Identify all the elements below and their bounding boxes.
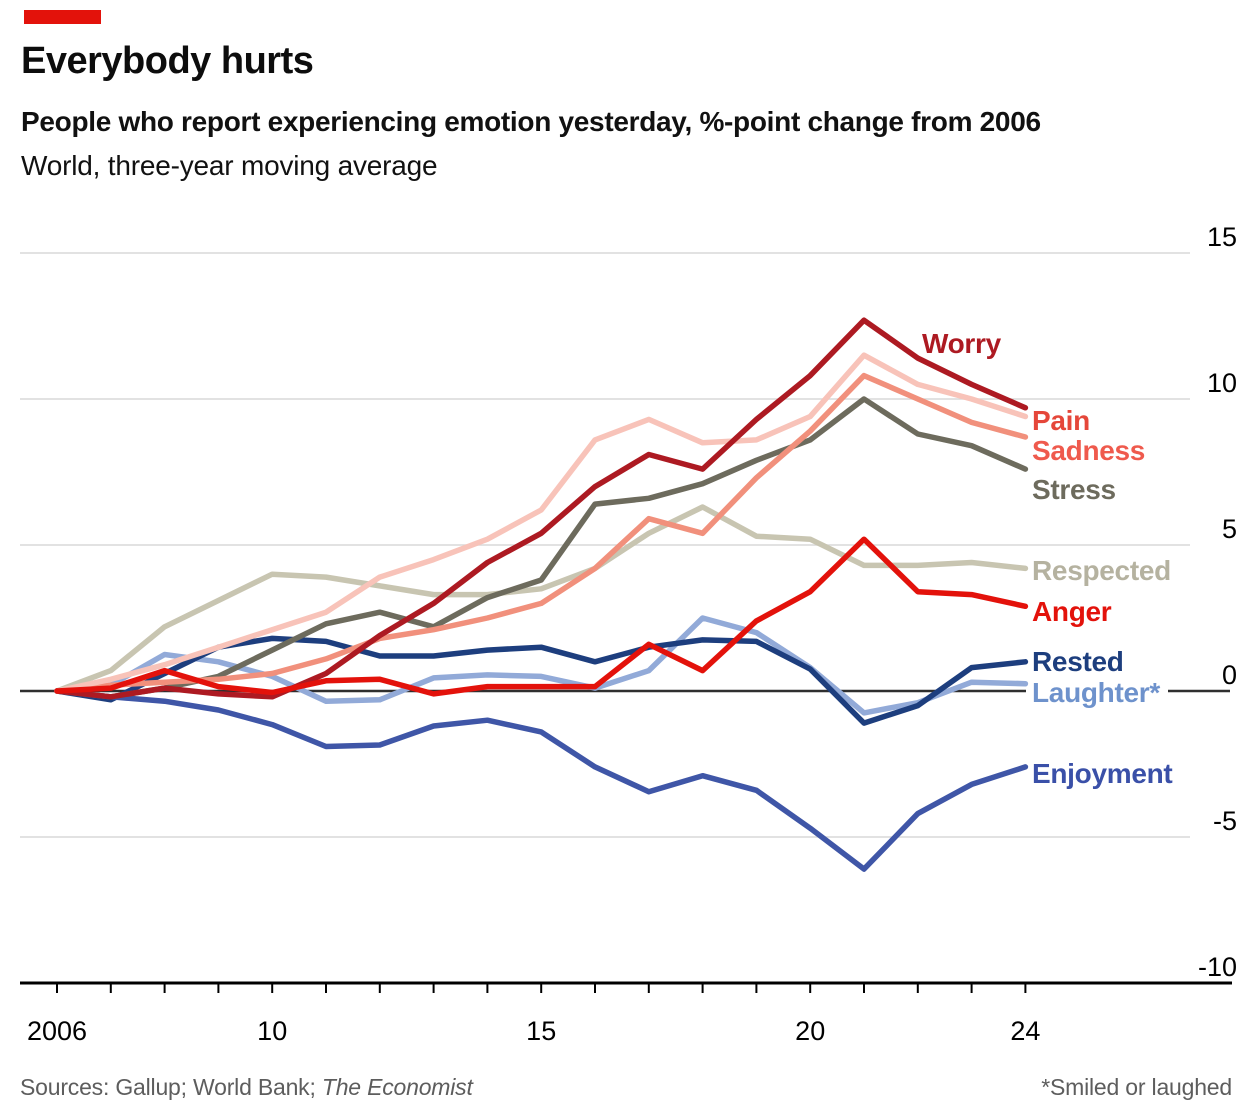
series-line-anger [54, 536, 1029, 697]
chart-subtitle: People who report experiencing emotion y… [21, 106, 1041, 137]
series-line-laughter [54, 615, 1029, 716]
series-label-laughter: Laughter* [1032, 677, 1160, 708]
series-label-respected: Respected [1032, 555, 1171, 586]
series-line-respected [54, 504, 1029, 694]
y-tick-label-0: 0 [1222, 660, 1237, 690]
series-line-enjoyment [54, 688, 1029, 872]
x-tick-label-2006: 2006 [27, 1016, 87, 1046]
y-tick-label--5: -5 [1213, 806, 1237, 836]
series-label-rested: Rested [1032, 646, 1124, 677]
x-tick-label-2010: 10 [257, 1016, 287, 1046]
page-title: Everybody hurts [21, 40, 314, 82]
x-tick-label-2015: 15 [526, 1016, 556, 1046]
series-label-sadness: Sadness [1032, 435, 1145, 466]
sources-prefix: Sources: Gallup; World Bank; [20, 1074, 322, 1100]
series-line-worry [54, 317, 1029, 700]
series-label-enjoyment: Enjoyment [1032, 758, 1172, 789]
series-label-worry: Worry [922, 328, 1002, 359]
y-tick-label-10: 10 [1207, 368, 1237, 398]
chart-subtitle-secondary: World, three-year moving average [21, 150, 438, 181]
sources-note: Sources: Gallup; World Bank; The Economi… [20, 1074, 473, 1101]
chart-footer: Sources: Gallup; World Bank; The Economi… [20, 1074, 1232, 1101]
sources-publication: The Economist [321, 1074, 473, 1100]
series-label-anger: Anger [1032, 596, 1112, 627]
series-line-pain [54, 352, 1029, 694]
series-label-stress: Stress [1032, 474, 1116, 505]
y-tick-label--10: -10 [1198, 952, 1237, 982]
footnote: *Smiled or laughed [1041, 1074, 1232, 1100]
y-tick-label-15: 15 [1207, 222, 1237, 252]
series-line-sadness [54, 372, 1029, 694]
x-tick-label-2024: 24 [1010, 1016, 1040, 1046]
y-tick-label-5: 5 [1222, 514, 1237, 544]
series-label-pain: Pain [1032, 405, 1090, 436]
economist-red-tag [24, 10, 101, 24]
x-tick-label-2020: 20 [795, 1016, 825, 1046]
series-line-stress [54, 396, 1029, 700]
